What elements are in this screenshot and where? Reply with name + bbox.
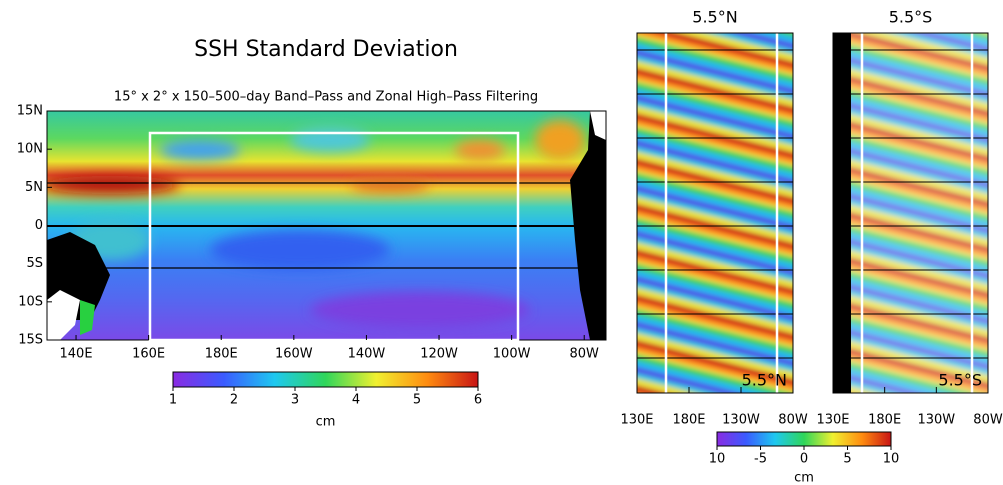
x-tick-label: 130E — [620, 413, 653, 428]
y-tick-label: 5N — [25, 180, 43, 195]
figure: SSH Standard Deviation 15° x 2° x 150–500… — [0, 0, 1003, 485]
colorbar-tick-label: 4 — [352, 393, 360, 408]
panel-label: 5.5°N — [742, 371, 787, 390]
x-tick-label: 80W — [570, 347, 600, 362]
x-tick-label: 100W — [493, 347, 531, 362]
colorbar-tick-label: 2 — [230, 393, 238, 408]
panel-label: 5.5°S — [938, 371, 982, 390]
colorbar-tick-label: 3 — [291, 393, 299, 408]
colorbar — [717, 432, 891, 446]
colorbar-tick-label: 10 — [709, 452, 726, 467]
colorbar — [173, 372, 478, 387]
chart-subtitle: 15° x 2° x 150–500–day Band–Pass and Zon… — [114, 90, 538, 105]
y-tick-label: 5S — [26, 256, 43, 271]
x-tick-label: 180E — [205, 347, 238, 362]
field — [600, 0, 840, 430]
x-tick-label: 80W — [973, 413, 1003, 428]
panel-title: 5.5°N — [692, 8, 737, 27]
x-tick-label: 120W — [420, 347, 458, 362]
y-tick-label: 15N — [17, 104, 43, 119]
y-tick-label: 10S — [18, 294, 43, 309]
colorbar-tick-label: 1 — [169, 393, 177, 408]
colorbar-tick-label: 10 — [883, 452, 900, 467]
y-tick-label: 15S — [18, 333, 43, 348]
x-tick-label: 130E — [816, 413, 849, 428]
x-tick-label: 140E — [60, 347, 93, 362]
colorbar-label: cm — [794, 471, 814, 485]
y-tick-label: 0 — [35, 218, 43, 233]
x-tick-label: 140W — [348, 347, 386, 362]
colorbar-tick-label: -5 — [754, 452, 767, 467]
x-tick-label: 160E — [132, 347, 165, 362]
x-tick-label: 180E — [672, 413, 705, 428]
colorbar-tick-label: 0 — [800, 452, 808, 467]
x-tick-label: 130W — [917, 413, 955, 428]
x-tick-label: 130W — [722, 413, 760, 428]
x-tick-label: 160W — [275, 347, 313, 362]
colorbar-tick-label: 5 — [843, 452, 851, 467]
chart-title: SSH Standard Deviation — [194, 37, 458, 62]
colorbar-tick-label: 6 — [474, 393, 482, 408]
x-tick-label: 180E — [868, 413, 901, 428]
panel-title: 5.5°S — [889, 8, 933, 27]
colorbar-label: cm — [316, 415, 336, 430]
y-tick-label: 10N — [17, 142, 43, 157]
colorbar-tick-label: 5 — [413, 393, 421, 408]
x-tick-label: 80W — [778, 413, 808, 428]
